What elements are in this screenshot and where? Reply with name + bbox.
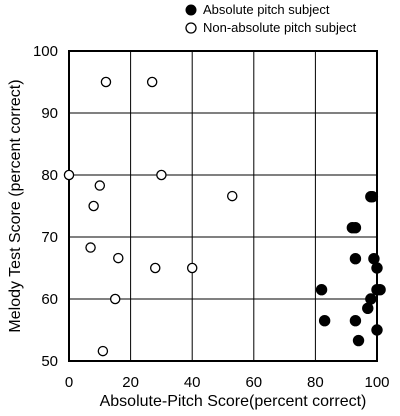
data-point-non-absolute-pitch [113, 252, 124, 264]
grid-lines [68, 50, 378, 362]
data-point-non-absolute-pitch [97, 345, 109, 357]
legend-marker-absolute-pitch [185, 4, 197, 16]
data-point-non-absolute-pitch [149, 262, 161, 274]
data-point-absolute-pitch [349, 222, 362, 234]
x-tick-label: 40 [184, 374, 201, 391]
data-point-absolute-pitch [349, 253, 362, 265]
y-tick-label: 80 [41, 167, 58, 184]
data-point-non-absolute-pitch [85, 242, 96, 253]
legend: Absolute pitch subject Non-absolute pitc… [185, 2, 357, 35]
data-point-non-absolute-pitch [94, 180, 106, 191]
data-point-non-absolute-pitch [226, 190, 238, 202]
data-point-absolute-pitch [371, 262, 383, 274]
legend-label-absolute-pitch: Absolute pitch subject [203, 2, 330, 17]
data-point-non-absolute-pitch [109, 293, 121, 305]
legend-label-non-absolute-pitch: Non-absolute pitch subject [203, 20, 357, 35]
x-tick-label: 60 [245, 374, 262, 391]
data-point-non-absolute-pitch [63, 169, 75, 181]
data-point-absolute-pitch [374, 284, 386, 296]
data-point-non-absolute-pitch [146, 76, 158, 88]
data-point-absolute-pitch [315, 284, 328, 296]
y-axis-title: Melody Test Score (percent correct) [7, 79, 24, 332]
data-point-absolute-pitch [318, 315, 331, 327]
x-tick-label: 80 [307, 374, 324, 391]
data-point-non-absolute-pitch [100, 76, 112, 88]
x-tick-labels: 0 20 40 60 80 100 [65, 374, 390, 391]
data-points [63, 76, 386, 357]
x-axis-title: Absolute-Pitch Score(percent correct) [100, 393, 367, 410]
data-point-absolute-pitch [349, 315, 362, 327]
x-tick-label: 0 [65, 374, 73, 391]
data-point-absolute-pitch [371, 324, 383, 336]
data-point-absolute-pitch [362, 302, 374, 314]
plot-frame [68, 50, 378, 362]
y-tick-label: 70 [41, 229, 58, 246]
y-tick-labels: 50 60 70 80 90 100 [33, 43, 58, 370]
y-tick-label: 100 [33, 43, 58, 60]
y-tick-label: 60 [41, 291, 58, 308]
data-point-absolute-pitch [352, 334, 365, 347]
data-point-non-absolute-pitch [156, 169, 167, 181]
data-point-non-absolute-pitch [88, 200, 99, 212]
x-tick-label: 20 [122, 374, 139, 391]
y-tick-label: 90 [41, 105, 58, 122]
data-point-absolute-pitch [366, 191, 379, 203]
y-tick-label: 50 [41, 353, 58, 370]
data-point-non-absolute-pitch [186, 262, 198, 274]
x-tick-label: 100 [364, 374, 389, 391]
legend-marker-non-absolute-pitch [185, 22, 197, 34]
